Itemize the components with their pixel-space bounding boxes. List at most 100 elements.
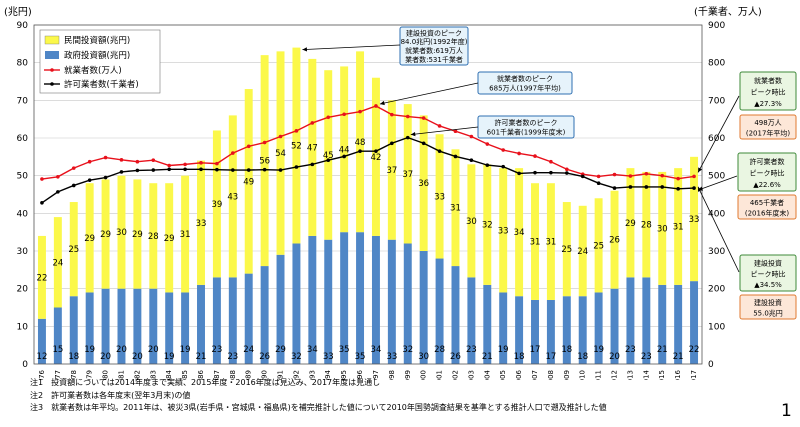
private-value-label: 54 — [275, 149, 286, 159]
workers-point — [565, 167, 569, 172]
private-bar — [165, 183, 174, 293]
legend-government-label: 政府投資額(兆円) — [64, 50, 130, 61]
private-bar — [69, 202, 78, 297]
side-investment-value-callout-line: 55.0兆円 — [753, 308, 783, 317]
year-tick-label: 1991 — [277, 370, 285, 380]
government-value-label: 22 — [689, 345, 700, 355]
private-value-label: 39 — [211, 200, 222, 210]
year-tick-label: 2017 — [690, 370, 698, 380]
private-bar — [562, 202, 571, 297]
government-value-label: 30 — [418, 352, 429, 362]
government-value-label: 23 — [641, 352, 652, 362]
private-value-label: 29 — [84, 234, 95, 244]
licensed-point — [453, 154, 458, 159]
government-value-label: 34 — [307, 345, 318, 355]
private-bar — [626, 168, 635, 278]
workers-point — [549, 159, 553, 164]
private-value-label: 33 — [689, 215, 700, 225]
workers-point — [278, 134, 283, 139]
private-value-label: 56 — [259, 157, 270, 167]
peak-investment-arrow — [302, 44, 401, 50]
government-value-label: 21 — [196, 352, 207, 362]
peak-investment-callout-line: 84.0兆円(1992年度) — [401, 37, 468, 46]
side-licensed-value-callout-frame — [737, 194, 797, 220]
government-value-label: 23 — [625, 345, 636, 355]
government-value-label: 23 — [211, 345, 222, 355]
licensed-line — [41, 136, 695, 204]
licensed-point — [135, 168, 140, 173]
private-bar — [53, 217, 62, 308]
year-tick-label: 1997 — [372, 370, 380, 380]
workers-point — [421, 116, 426, 120]
legend-government-swatch — [45, 51, 59, 59]
licensed-point — [390, 141, 394, 146]
peak-investment-arrow-head — [302, 47, 308, 52]
legend-private-label: 民間投資額(兆円) — [64, 35, 130, 46]
private-bar — [244, 89, 253, 274]
government-bar — [340, 232, 349, 364]
private-value-label: 30 — [466, 217, 477, 227]
side-workers-callout-line: ピーク時比 — [751, 87, 786, 96]
government-value-label: 34 — [371, 345, 382, 355]
left-tick-label: 0 — [22, 360, 28, 370]
year-tick-label: 1981 — [117, 370, 125, 380]
government-bar — [69, 296, 78, 364]
private-value-label: 37 — [386, 166, 397, 176]
government-bar — [308, 235, 317, 364]
licensed-point — [342, 154, 346, 159]
private-value-label: 37 — [402, 170, 413, 180]
private-bar — [483, 164, 492, 285]
private-value-label: 28 — [641, 221, 652, 231]
licensed-point — [485, 163, 490, 167]
licensed-point — [40, 200, 44, 205]
private-value-label: 31 — [673, 223, 684, 233]
government-value-label: 20 — [116, 345, 127, 355]
workers-point — [135, 159, 140, 164]
year-tick-label: 2007 — [531, 370, 539, 380]
workers-point — [199, 161, 203, 165]
private-value-label: 33 — [498, 226, 509, 236]
government-bar — [133, 288, 142, 364]
government-bar — [356, 232, 365, 364]
private-value-label: 32 — [482, 221, 493, 231]
government-bar — [276, 254, 285, 364]
year-tick-label: 1985 — [181, 370, 189, 380]
private-value-label: 36 — [418, 179, 429, 189]
government-value-label: 33 — [386, 352, 397, 362]
year-tick-label: 1989 — [245, 370, 253, 380]
left-tick-label: 30 — [17, 247, 29, 257]
year-tick-label: 2003 — [467, 370, 475, 380]
government-value-label: 19 — [84, 345, 95, 355]
private-bar — [451, 149, 460, 267]
legend-box — [39, 29, 161, 94]
private-bar — [690, 156, 699, 282]
government-value-label: 32 — [402, 345, 413, 355]
left-tick-label: 50 — [17, 172, 29, 182]
private-value-label: 44 — [339, 145, 350, 155]
year-tick-label: 1983 — [149, 370, 157, 380]
licensed-point — [183, 167, 187, 172]
year-tick-label: 1982 — [133, 370, 141, 380]
workers-point — [692, 174, 696, 179]
government-value-label: 26 — [450, 352, 461, 362]
year-tick-label: 1976 — [38, 369, 46, 380]
side-licensed-callout-frame — [737, 152, 797, 192]
workers-point — [676, 176, 680, 181]
government-bar — [690, 281, 699, 364]
workers-point — [533, 154, 537, 158]
government-value-label: 20 — [132, 352, 143, 362]
workers-point — [56, 174, 60, 179]
licensed-point — [215, 167, 219, 172]
workers-point — [342, 112, 346, 117]
government-value-label: 35 — [355, 352, 366, 362]
legend-licensed-marker — [50, 82, 54, 86]
year-tick-label: 1979 — [86, 370, 94, 380]
government-value-label: 18 — [514, 352, 525, 362]
workers-point — [326, 115, 331, 120]
government-bar — [324, 239, 333, 364]
peak-investment-callout-line: 就業者数:619万人 — [405, 46, 463, 55]
peak-licensed-arrow — [410, 126, 479, 136]
